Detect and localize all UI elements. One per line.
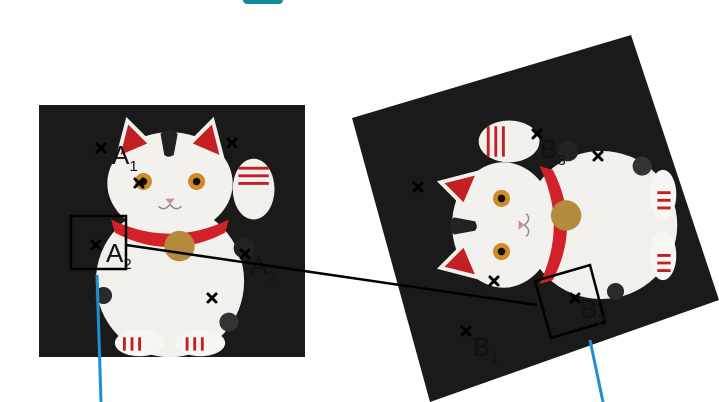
right-image: B3 B2 B1 <box>352 35 719 402</box>
point-label-b2: B2 <box>580 294 606 329</box>
point-label-a1: A1 <box>112 140 138 175</box>
title-fragment <box>243 0 283 4</box>
patch-box-b2 <box>533 263 607 340</box>
point-label-a2: A2 <box>106 238 132 273</box>
left-image: A1 A2 A3 <box>39 105 305 359</box>
guide-line-left <box>95 274 103 402</box>
point-label-b1: B1 <box>473 332 499 367</box>
correspondence-line <box>125 243 538 307</box>
patch-box-a2 <box>69 214 128 271</box>
point-label-b3: B3 <box>540 134 566 169</box>
guide-line-right <box>588 339 605 402</box>
